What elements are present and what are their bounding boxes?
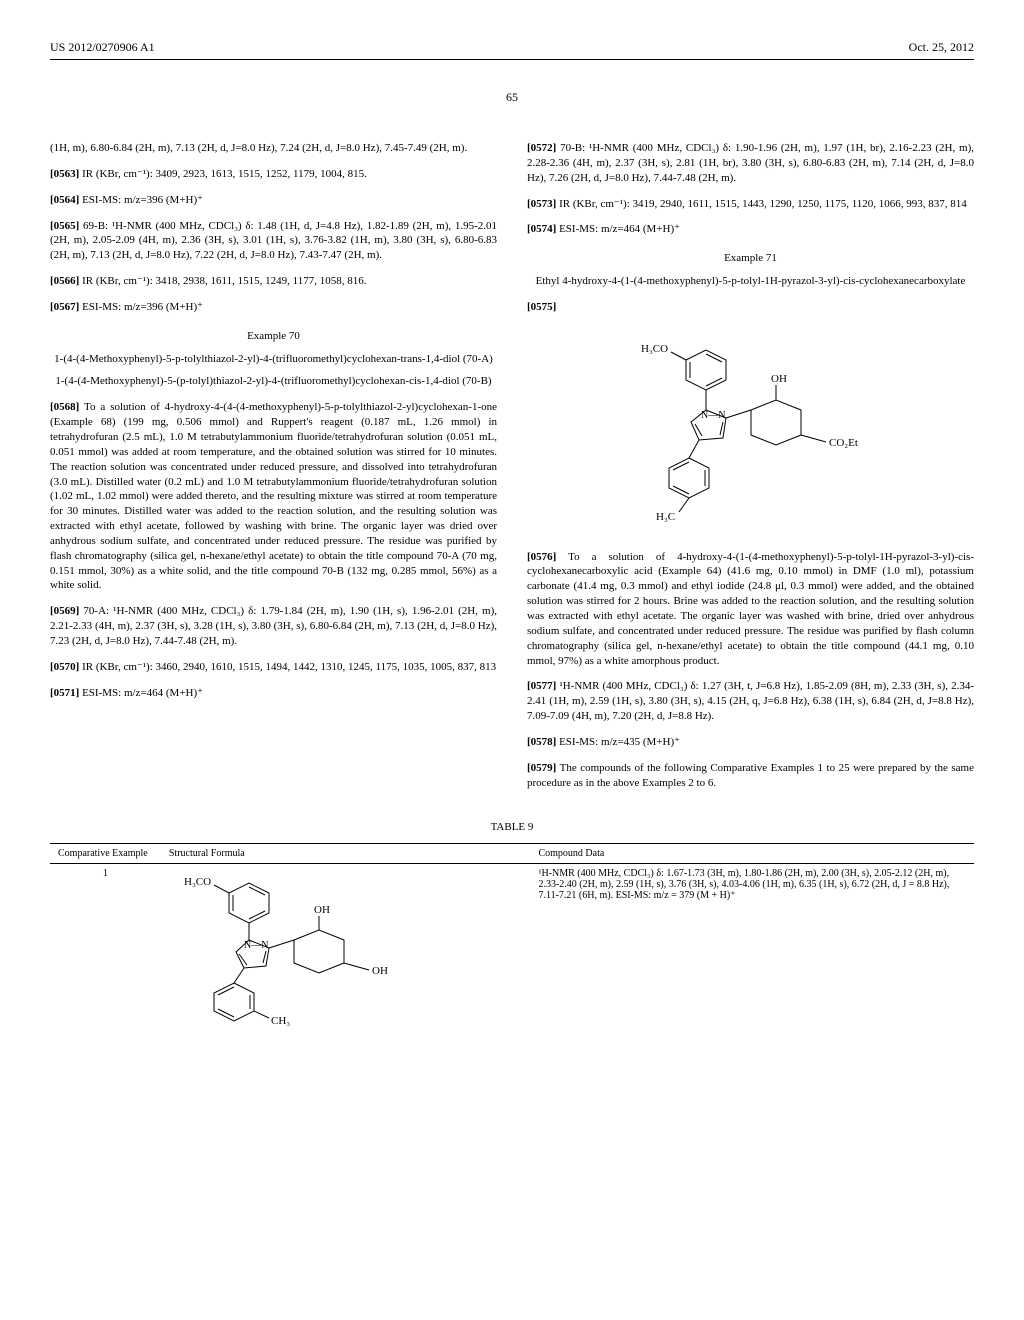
label-h3co: H₃CO	[641, 343, 668, 355]
para: [0563] IR (KBr, cm⁻¹): 3409, 2923, 1613,…	[50, 167, 497, 182]
table-title: TABLE 9	[50, 821, 974, 833]
table-cell-data: ¹H-NMR (400 MHz, CDCl₃) δ: 1.67-1.73 (3H…	[530, 864, 974, 1036]
para: [0566] IR (KBr, cm⁻¹): 3418, 2938, 1611,…	[50, 274, 497, 289]
para: [0577] ¹H-NMR (400 MHz, CDCl₃) δ: 1.27 (…	[527, 679, 974, 724]
left-column: (1H, m), 6.80-6.84 (2H, m), 7.13 (2H, d,…	[50, 130, 497, 801]
para: [0574] ESI-MS: m/z=464 (M+H)⁺	[527, 222, 974, 237]
para: [0565] 69-B: ¹H-NMR (400 MHz, CDCl₃) δ: …	[50, 219, 497, 264]
table-header-row: Comparative Example Structural Formula C…	[50, 844, 974, 864]
compound-name: Ethyl 4-hydroxy-4-(1-(4-methoxyphenyl)-5…	[527, 274, 974, 289]
para: [0573] IR (KBr, cm⁻¹): 3419, 2940, 1611,…	[527, 197, 974, 212]
para: [0579] The compounds of the following Co…	[527, 761, 974, 791]
table-cell-num: 1	[50, 864, 161, 1036]
patent-date: Oct. 25, 2012	[909, 40, 974, 55]
table-header: Comparative Example	[50, 844, 161, 864]
table-header: Structural Formula	[161, 844, 531, 864]
para: [0564] ESI-MS: m/z=396 (M+H)⁺	[50, 193, 497, 208]
label-co2et: CO₂Et	[829, 437, 858, 449]
example-title: Example 71	[527, 251, 974, 266]
table-row: 1	[50, 864, 974, 1036]
page-number: 65	[50, 90, 974, 105]
para: [0575]	[527, 300, 974, 315]
label-h3c: H₃C	[656, 511, 675, 523]
para: [0576] To a solution of 4-hydroxy-4-(1-(…	[527, 550, 974, 669]
para: (1H, m), 6.80-6.84 (2H, m), 7.13 (2H, d,…	[50, 141, 497, 156]
para: [0572] 70-B: ¹H-NMR (400 MHz, CDCl₃) δ: …	[527, 141, 974, 186]
table-header: Compound Data	[530, 844, 974, 864]
right-column: [0572] 70-B: ¹H-NMR (400 MHz, CDCl₃) δ: …	[527, 130, 974, 801]
para: [0568] To a solution of 4-hydroxy-4-(4-(…	[50, 400, 497, 593]
label-oh: OH	[771, 373, 787, 385]
svg-text:H₃CO: H₃CO	[184, 876, 211, 888]
para: [0578] ESI-MS: m/z=435 (M+H)⁺	[527, 735, 974, 750]
table-cell-structure: H₃CO N—N OH OH CH₃	[161, 864, 531, 1036]
compound-name: 1-(4-(4-Methoxyphenyl)-5-p-tolylthiazol-…	[50, 352, 497, 367]
content-columns: (1H, m), 6.80-6.84 (2H, m), 7.13 (2H, d,…	[50, 130, 974, 801]
svg-text:OH: OH	[314, 904, 330, 916]
chemical-structure: H₃CO N—N OH CO₂Et H₃C	[527, 330, 974, 535]
page-header: US 2012/0270906 A1 Oct. 25, 2012	[50, 40, 974, 60]
label-nn: N—N	[701, 410, 725, 421]
patent-number: US 2012/0270906 A1	[50, 40, 155, 55]
para: [0571] ESI-MS: m/z=464 (M+H)⁺	[50, 686, 497, 701]
para: [0569] 70-A: ¹H-NMR (400 MHz, CDCl₃) δ: …	[50, 604, 497, 649]
para: [0570] IR (KBr, cm⁻¹): 3460, 2940, 1610,…	[50, 660, 497, 675]
svg-text:N—N: N—N	[244, 940, 268, 951]
comparative-examples-table: Comparative Example Structural Formula C…	[50, 843, 974, 1035]
svg-text:CH₃: CH₃	[271, 1015, 290, 1027]
example-title: Example 70	[50, 329, 497, 344]
svg-text:OH: OH	[372, 965, 388, 977]
para: [0567] ESI-MS: m/z=396 (M+H)⁺	[50, 300, 497, 315]
compound-name: 1-(4-(4-Methoxyphenyl)-5-(p-tolyl)thiazo…	[50, 374, 497, 389]
